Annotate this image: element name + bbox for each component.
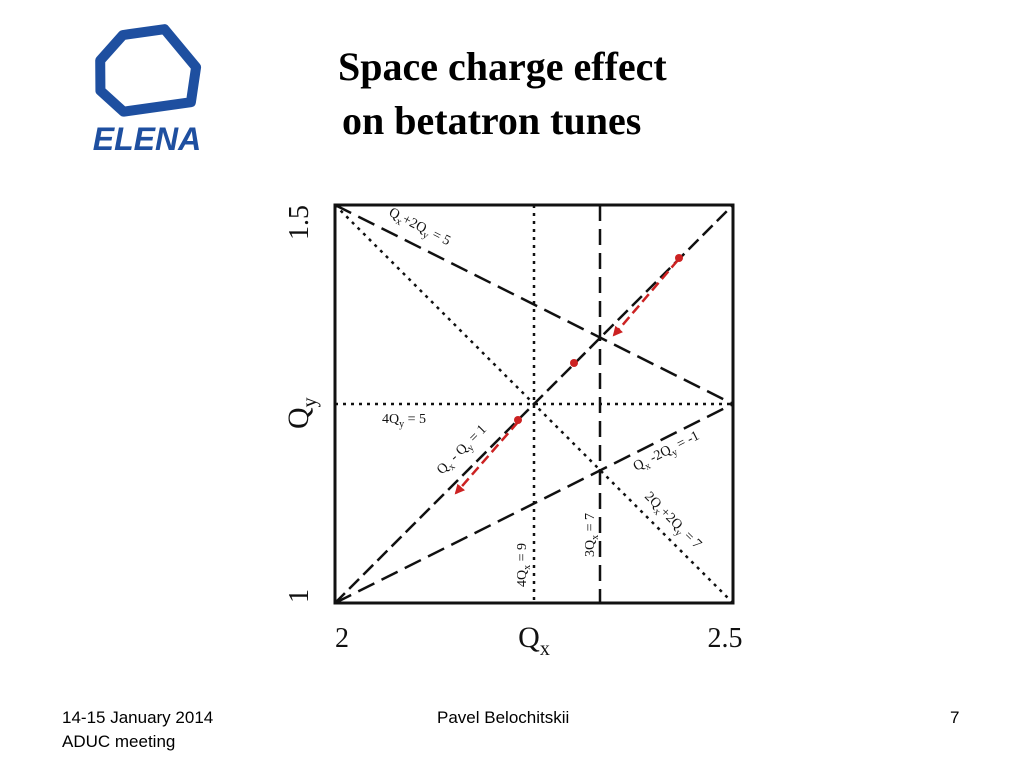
- label-qx-plus-2qy: Qx+2Qy = 5: [385, 205, 453, 251]
- resonance-line-qx-plus-2qy: [334, 203, 734, 406]
- footer-page-number: 7: [950, 708, 960, 727]
- footer-author: Pavel Belochitskii: [437, 708, 570, 727]
- title-line-2: on betatron tunes: [342, 98, 642, 143]
- footer-meeting: ADUC meeting: [62, 732, 176, 751]
- y-axis-label: Qy: [282, 397, 321, 429]
- title-line-1: Space charge effect: [338, 44, 667, 89]
- working-point-2: [570, 359, 578, 367]
- working-point-1: [675, 254, 683, 262]
- tune-shift-arrow-2: [454, 421, 519, 495]
- y-axis-max-label: 1.5: [284, 205, 315, 240]
- logo-text: ELENA: [93, 121, 201, 156]
- elena-logo: ELENA: [88, 24, 206, 157]
- footer-date: 14-15 January 2014: [62, 708, 214, 727]
- label-4qx: 4Qx = 9: [515, 543, 533, 587]
- elena-hexagon-logo-icon: ELENA: [93, 24, 201, 157]
- x-axis-max-label: 2.5: [708, 623, 743, 654]
- y-axis-min-label: 1: [284, 589, 315, 603]
- label-qx-minus-qy: Qx - Qy = 1: [434, 422, 492, 480]
- footer-date-meeting: 14-15 January 2014 ADUC meeting: [62, 706, 213, 754]
- tune-shift-arrow-1: [612, 259, 679, 337]
- tune-diagram-svg: Qx+2Qy = 5 4Qy = 5 Qx - Qy = 1 Qx -2Qy =…: [282, 203, 743, 660]
- slide-title: Space charge effect on betatron tunes: [330, 40, 730, 148]
- resonance-line-2qx-plus-2qy: [334, 204, 734, 604]
- x-axis-label: Qx: [518, 621, 550, 660]
- x-axis-min-label: 2: [335, 623, 349, 654]
- label-2qx-plus-2qy: 2Qx+2Qy = 7: [639, 489, 704, 554]
- label-4qy: 4Qy = 5: [382, 412, 426, 430]
- working-point-3: [514, 416, 522, 424]
- label-3qx: 3Qx = 7: [583, 513, 601, 557]
- tune-diagram: Qx+2Qy = 5 4Qy = 5 Qx - Qy = 1 Qx -2Qy =…: [270, 185, 760, 665]
